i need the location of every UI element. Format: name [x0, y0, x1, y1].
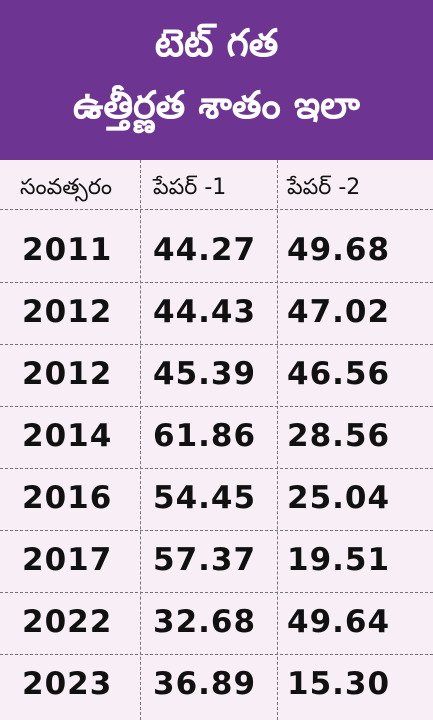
- percent-cell: 46.56: [287, 356, 391, 392]
- percent-cell: 49.68: [287, 232, 391, 268]
- year-cell: 2023: [22, 666, 113, 702]
- year-cell: 2017: [22, 542, 113, 578]
- year-cell: 2014: [22, 418, 113, 454]
- year-cell: 2022: [22, 604, 113, 640]
- percent-cell: 47.02: [287, 294, 391, 330]
- percent-cell: 45.39: [153, 356, 257, 392]
- row-divider: [0, 468, 433, 469]
- year-cell: 2011: [22, 232, 113, 268]
- percent-cell: 28.56: [287, 418, 391, 454]
- percent-cell: 57.37: [153, 542, 257, 578]
- percent-cell: 25.04: [287, 480, 391, 516]
- title-line: ఉత్తీర్ణత శాతం ఇలా: [73, 83, 360, 127]
- percent-cell: 44.27: [153, 232, 257, 268]
- percent-cell: 49.64: [287, 604, 391, 640]
- row-divider: [0, 406, 433, 407]
- row-divider: [0, 344, 433, 345]
- year-cell: 2016: [22, 480, 113, 516]
- row-divider: [0, 282, 433, 283]
- percent-cell: 36.89: [153, 666, 257, 702]
- percent-cell: 19.51: [287, 542, 391, 578]
- percent-cell: 54.45: [153, 480, 257, 516]
- year-cell: 2012: [22, 356, 113, 392]
- row-divider: [0, 654, 433, 655]
- header-banner: టెట్ గత ఉత్తీర్ణత శాతం ఇలా: [0, 0, 433, 160]
- year-cell: 2012: [22, 294, 113, 330]
- percent-cell: 32.68: [153, 604, 257, 640]
- row-divider: [0, 592, 433, 593]
- percent-cell: 15.30: [287, 666, 391, 702]
- percent-cell: 44.43: [153, 294, 257, 330]
- row-divider: [0, 530, 433, 531]
- column-header: పేపర్ -2: [287, 175, 361, 200]
- column-header: పేపర్ -1: [153, 175, 227, 200]
- column-divider: [140, 160, 141, 720]
- percent-cell: 61.86: [153, 418, 257, 454]
- title-line: టెట్ గత: [154, 21, 279, 65]
- column-divider: [277, 160, 278, 720]
- row-divider: [0, 209, 433, 210]
- column-header: సంవత్సరం: [20, 175, 113, 200]
